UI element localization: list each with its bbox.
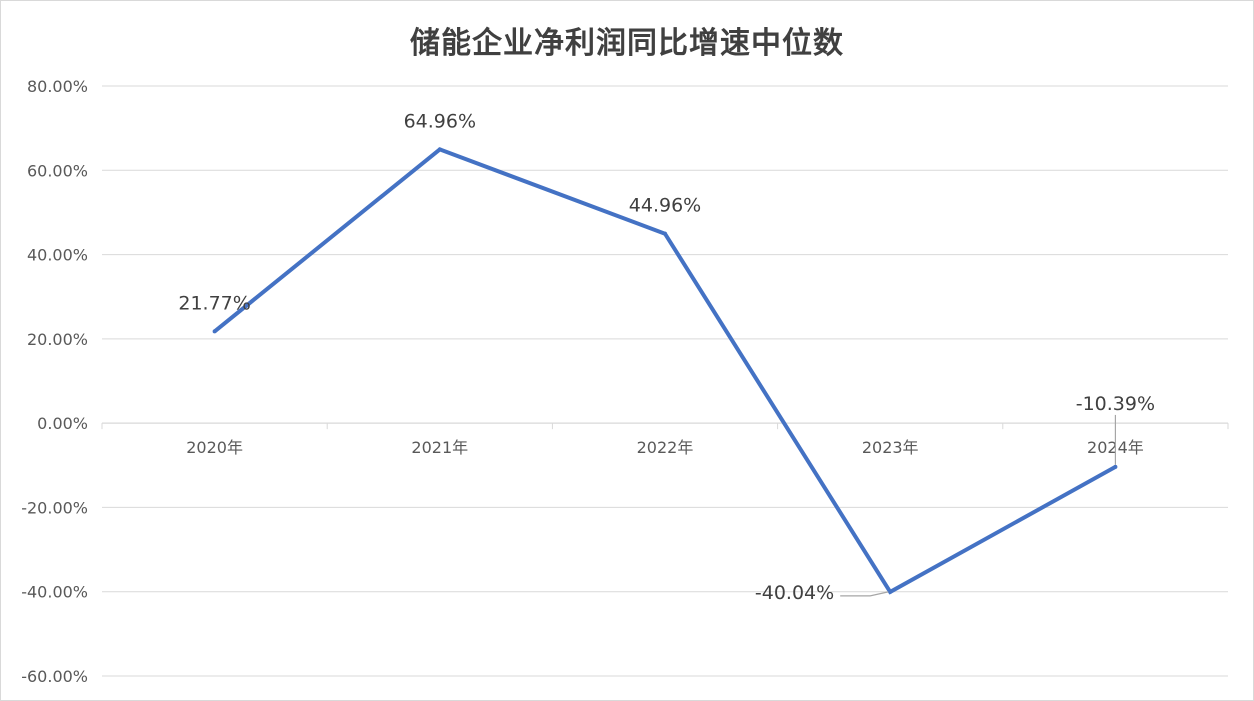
y-tick-label: -40.00%	[21, 583, 88, 602]
data-label: 64.96%	[404, 110, 476, 132]
data-point	[888, 589, 893, 594]
data-point	[437, 147, 442, 152]
y-tick-label: 80.00%	[27, 77, 88, 96]
x-axis	[101, 422, 1229, 430]
x-axis-tick-labels: 2020年 2021年 2022年 2023年 2024年	[186, 438, 1144, 457]
series-line-group	[212, 147, 1118, 595]
data-label: -10.39%	[1076, 393, 1155, 415]
x-tick-label: 2023年	[862, 438, 919, 457]
x-tick-label: 2021年	[411, 438, 468, 457]
data-label-leaders	[840, 414, 1117, 597]
y-tick-label: -60.00%	[21, 667, 88, 686]
data-point	[212, 329, 217, 334]
y-tick-label: 20.00%	[27, 330, 88, 349]
chart-title: 储能企业净利润同比增速中位数	[410, 26, 844, 61]
y-tick-label: -20.00%	[21, 498, 88, 517]
x-tick-label: 2022年	[637, 438, 694, 457]
gridlines	[102, 85, 1228, 677]
data-labels: 21.77% 64.96% 44.96% -40.04% -10.39%	[178, 110, 1155, 604]
data-point	[1113, 464, 1118, 469]
y-tick-label: 0.00%	[37, 414, 88, 433]
data-label: 44.96%	[629, 195, 701, 217]
x-tick-label: 2020年	[186, 438, 243, 457]
y-tick-label: 40.00%	[27, 246, 88, 265]
y-axis-tick-labels: 80.00% 60.00% 40.00% 20.00% 0.00% -20.00% -40.…	[21, 77, 88, 686]
data-label: -40.04%	[755, 582, 834, 604]
leader-line	[840, 591, 889, 597]
y-tick-label: 60.00%	[27, 161, 88, 180]
data-point	[663, 231, 667, 236]
data-label: 21.77%	[178, 292, 250, 314]
